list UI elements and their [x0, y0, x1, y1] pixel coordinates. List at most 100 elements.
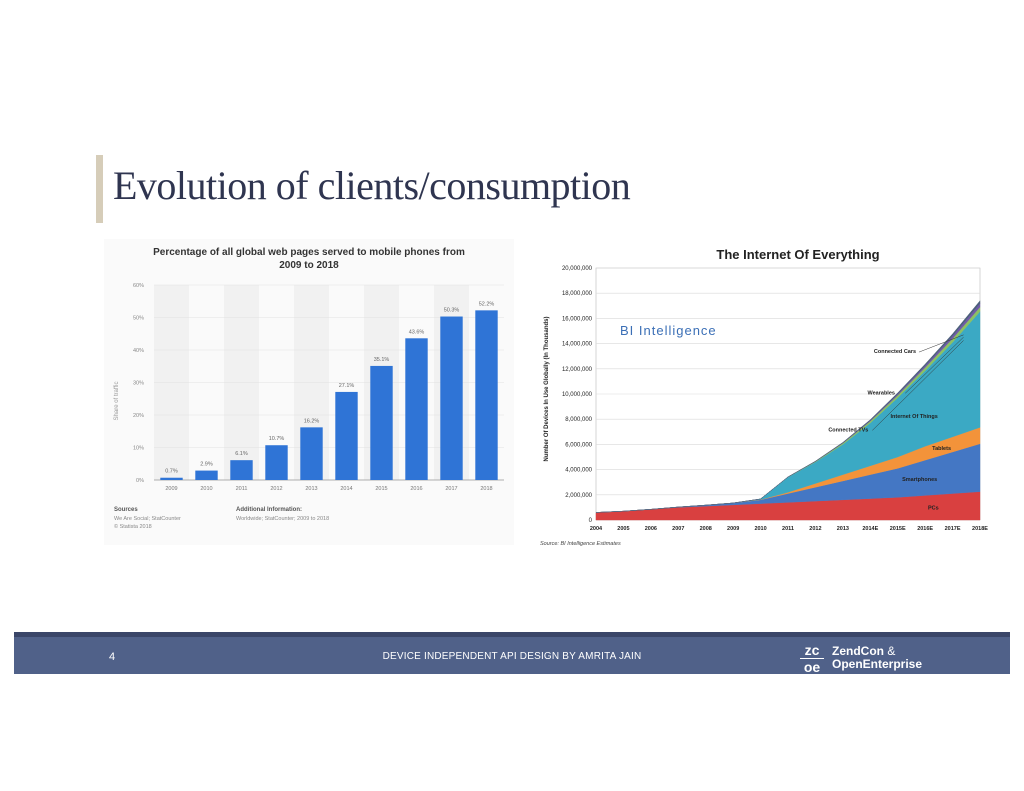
bar-2012: [265, 445, 288, 480]
area-ytick-label: 4,000,000: [565, 468, 592, 474]
bar-info-line1: Worldwide; StatCounter; 2009 to 2018: [236, 516, 329, 522]
logo-wordmark: ZendCon & OpenEnterprise: [832, 645, 922, 671]
area-ytick-label: 0: [589, 518, 593, 524]
bar-xtick-label: 2016: [410, 486, 422, 492]
area-ytick-label: 8,000,000: [565, 417, 592, 423]
area-series-label: Wearables: [868, 390, 895, 396]
area-xtick-label: 2008: [700, 526, 712, 532]
area-xtick-label: 2016E: [917, 526, 933, 532]
area-series-label: Internet Of Things: [890, 414, 937, 420]
bar-ytick-label: 60%: [133, 283, 144, 289]
area-label-leader: [872, 340, 964, 431]
bar-value-label: 2.9%: [200, 462, 213, 468]
area-xtick-label: 2015E: [890, 526, 906, 532]
bar-2010: [195, 470, 218, 480]
bar-ytick-label: 50%: [133, 316, 144, 322]
bar-ytick-label: 20%: [133, 413, 144, 419]
bar-2014: [335, 391, 358, 480]
logo-line2: OpenEnterprise: [832, 657, 923, 671]
area-ytick-label: 14,000,000: [562, 342, 593, 348]
area-series-label: Tablets: [932, 446, 951, 452]
mobile-share-chart-panel: Percentage of all global web pages serve…: [104, 239, 514, 545]
bar-2009: [160, 477, 183, 480]
bar-ytick-label: 40%: [133, 348, 144, 354]
bar-xtick-label: 2009: [165, 486, 177, 492]
area-series-label: PCs: [928, 505, 939, 511]
zendcon-logo: zc oe ZendCon & OpenEnterprise: [796, 641, 946, 674]
bar-sources-heading: Sources: [114, 507, 138, 513]
area-xtick-label: 2009: [727, 526, 739, 532]
bar-ytick-label: 30%: [133, 381, 144, 387]
logo-line1: ZendCon: [832, 644, 884, 658]
area-xtick-label: 2011: [782, 526, 794, 532]
area-xtick-label: 2017E: [945, 526, 961, 532]
bar-info-heading: Additional Information:: [236, 507, 302, 513]
area-ytick-label: 18,000,000: [562, 291, 593, 297]
bar-value-label: 43.6%: [409, 329, 425, 335]
bar-chart-ylabel: Share of traffic: [114, 382, 120, 421]
area-ytick-label: 12,000,000: [562, 367, 593, 373]
bar-ytick-label: 0%: [136, 478, 144, 484]
slide-footer: 4 DEVICE INDEPENDENT API DESIGN BY AMRIT…: [14, 632, 1010, 674]
footer-caption: DEVICE INDEPENDENT API DESIGN BY AMRITA …: [382, 651, 642, 662]
area-series-label: Smartphones: [902, 477, 937, 483]
bar-2018: [475, 310, 498, 480]
area-xtick-label: 2004: [590, 526, 603, 532]
bar-value-label: 52.2%: [479, 301, 495, 307]
bar-xtick-label: 2014: [340, 486, 352, 492]
title-accent-bar: [96, 155, 103, 223]
area-xtick-label: 2010: [754, 526, 766, 532]
bar-2011: [230, 460, 253, 480]
bar-value-label: 16.2%: [304, 418, 320, 424]
bar-2013: [300, 427, 323, 480]
area-ytick-label: 6,000,000: [565, 442, 592, 448]
page-title: Evolution of clients/consumption: [113, 163, 631, 208]
bar-value-label: 0.7%: [165, 469, 178, 475]
area-ytick-label: 20,000,000: [562, 266, 593, 272]
bar-value-label: 27.1%: [339, 383, 355, 389]
zendcon-logo-mark: zc oe: [796, 641, 828, 674]
area-source-note: Source: BI Intelligence Estimates: [540, 541, 621, 547]
area-label-leader: [905, 336, 964, 394]
internet-of-everything-panel: The Internet Of Everything 0 2,000,000 4,0…: [532, 239, 1000, 555]
bar-chart-title-line1: Percentage of all global web pages serve…: [153, 247, 465, 258]
area-label-leader: [918, 334, 964, 353]
internet-of-everything-area-chart: The Internet Of Everything 0 2,000,000 4,0…: [540, 247, 988, 547]
bar-xtick-label: 2012: [270, 486, 282, 492]
bar-xtick-label: 2018: [480, 486, 492, 492]
bar-sources-line1: We Are Social; StatCounter: [114, 516, 181, 522]
bar-value-label: 50.3%: [444, 308, 460, 314]
area-xtick-label: 2014E: [862, 526, 878, 532]
area-ytick-label: 16,000,000: [562, 316, 593, 322]
area-xtick-label: 2006: [645, 526, 657, 532]
area-xtick-label: 2012: [809, 526, 821, 532]
bar-chart-title-line2: 2009 to 2018: [279, 260, 339, 271]
bar-ytick-label: 10%: [133, 446, 144, 452]
bar-2016: [405, 338, 428, 480]
area-ytick-label: 10,000,000: [562, 392, 593, 398]
area-series-connected-cars: [595, 300, 981, 513]
bar-xtick-label: 2010: [200, 486, 212, 492]
bar-2015: [370, 365, 393, 480]
area-xtick-label: 2005: [617, 526, 629, 532]
area-ytick-label: 2,000,000: [565, 493, 592, 499]
logo-ampersand: &: [887, 644, 896, 658]
bi-intelligence-watermark: BI Intelligence: [620, 323, 717, 338]
area-xtick-label: 2013: [837, 526, 849, 532]
slide-number: 4: [109, 651, 116, 663]
area-xtick-label: 2018E: [972, 526, 988, 532]
mobile-share-bar-chart: Percentage of all global web pages serve…: [114, 247, 504, 530]
area-chart-title: The Internet Of Everything: [716, 247, 879, 262]
area-series-label: Connected TVs: [828, 427, 868, 433]
bar-xtick-label: 2013: [305, 486, 317, 492]
logo-mark-top: zc: [804, 642, 820, 658]
bar-value-label: 10.7%: [269, 436, 285, 442]
logo-mark-bottom: oe: [800, 658, 824, 674]
area-series-label: Connected Cars: [874, 349, 916, 355]
bar-value-label: 6.1%: [235, 451, 248, 457]
bar-xtick-label: 2015: [375, 486, 387, 492]
bar-value-label: 35.1%: [374, 357, 390, 363]
bar-sources-line2: © Statista 2018: [114, 523, 152, 530]
area-xtick-label: 2007: [672, 526, 684, 532]
area-chart-ylabel: Number Of Devices In Use Globally (In Th…: [544, 316, 550, 461]
